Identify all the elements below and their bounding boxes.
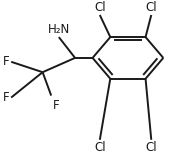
Text: F: F: [3, 91, 9, 104]
Text: Cl: Cl: [146, 141, 157, 154]
Text: H₂N: H₂N: [48, 23, 70, 36]
Text: Cl: Cl: [94, 1, 106, 14]
Text: F: F: [3, 55, 9, 68]
Text: Cl: Cl: [146, 1, 157, 14]
Text: Cl: Cl: [94, 141, 106, 154]
Text: F: F: [53, 100, 60, 113]
